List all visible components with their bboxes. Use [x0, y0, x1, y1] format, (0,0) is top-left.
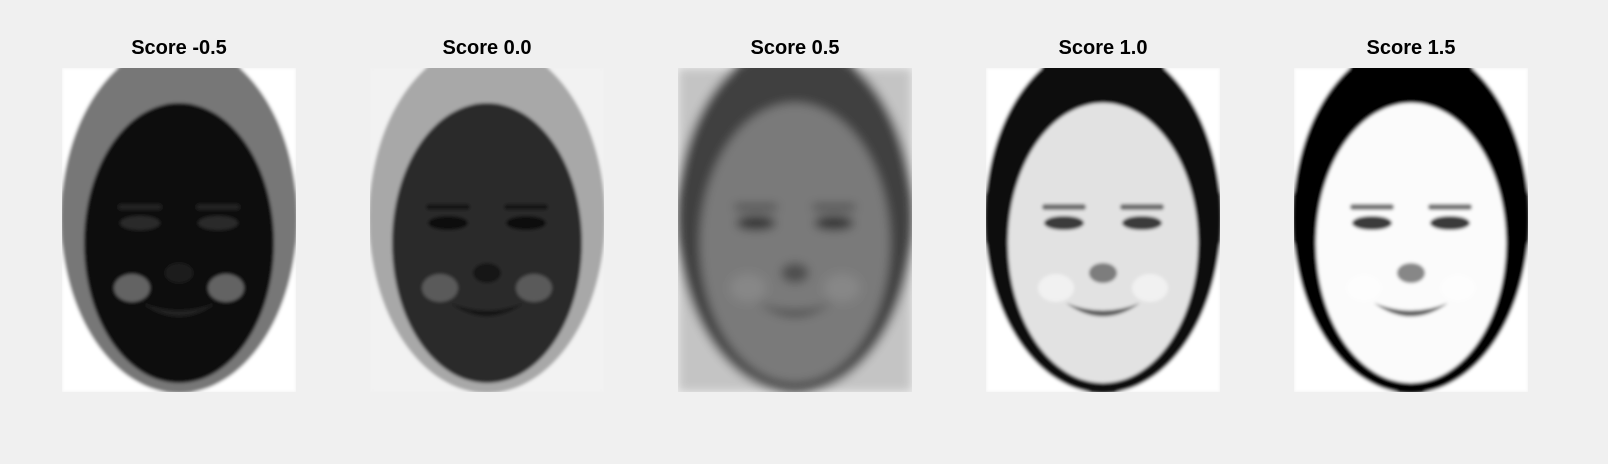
panel-title: Score 1.5	[1366, 37, 1456, 59]
panel-score-neg-0-5: Score -0.5	[62, 36, 296, 392]
panel-title: Score -0.5	[131, 37, 227, 59]
panel-title: Score 0.0	[442, 37, 532, 59]
panel-score-0-5: Score 0.5	[678, 36, 912, 392]
panel-score-1-0: Score 1.0	[986, 36, 1220, 392]
panel-score-1-5: Score 1.5	[1294, 36, 1528, 392]
face-image	[1294, 68, 1528, 392]
face-image	[986, 68, 1220, 392]
panel-title: Score 0.5	[750, 37, 840, 59]
face-image	[370, 68, 604, 392]
panel-title: Score 1.0	[1058, 37, 1148, 59]
face-image	[678, 68, 912, 392]
face-image	[62, 68, 296, 392]
panel-score-0-0: Score 0.0	[370, 36, 604, 392]
